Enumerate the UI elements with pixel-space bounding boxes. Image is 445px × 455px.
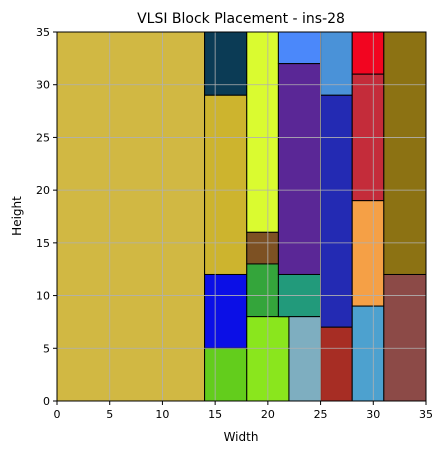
placement-block-6: [246, 31, 279, 233]
placement-block-22: [383, 273, 427, 402]
placement-block-13: [288, 316, 322, 402]
x-tick-label: 10: [155, 408, 169, 421]
x-tick-label: 35: [419, 408, 433, 421]
x-axis-ticks: 0 5 10 15 20 25 30 35: [54, 401, 433, 421]
placement-block-20: [351, 305, 385, 402]
plot-frame: [56, 31, 427, 402]
placement-block-2: [204, 31, 248, 96]
y-tick-label: 25: [36, 131, 50, 144]
x-tick-label: 30: [366, 408, 380, 421]
y-tick-label: 20: [36, 184, 50, 197]
y-tick-label: 10: [36, 290, 50, 303]
y-tick-label: 35: [36, 26, 50, 39]
blocks-layer: [56, 31, 427, 402]
placement-block-21: [383, 31, 427, 275]
placement-block-14: [320, 31, 353, 96]
placement-block-15: [320, 94, 353, 328]
y-axis-ticks: 0 5 10 15 20 25 30 35: [36, 26, 57, 408]
placement-block-8: [246, 263, 279, 318]
placement-block-17: [351, 31, 385, 75]
placement-block-7: [246, 231, 279, 265]
x-tick-label: 0: [54, 408, 61, 421]
placement-block-10: [277, 31, 322, 65]
placement-block-4: [204, 273, 248, 349]
placement-block-5: [204, 347, 248, 402]
y-tick-label: 15: [36, 237, 50, 250]
y-tick-label: 0: [43, 395, 50, 408]
placement-block-3: [204, 94, 248, 275]
y-axis-label: Height: [10, 196, 24, 236]
placement-block-19: [351, 200, 385, 307]
y-tick-label: 30: [36, 79, 50, 92]
chart-title: VLSI Block Placement - ins-28: [137, 11, 345, 27]
y-tick-label: 5: [43, 342, 50, 355]
x-tick-label: 5: [106, 408, 113, 421]
x-tick-label: 25: [314, 408, 328, 421]
x-axis-label: Width: [224, 430, 259, 444]
x-tick-label: 15: [208, 408, 222, 421]
placement-block-11: [277, 63, 322, 275]
x-tick-label: 20: [261, 408, 275, 421]
placement-block-1: [56, 31, 206, 402]
placement-block-16: [320, 326, 353, 402]
